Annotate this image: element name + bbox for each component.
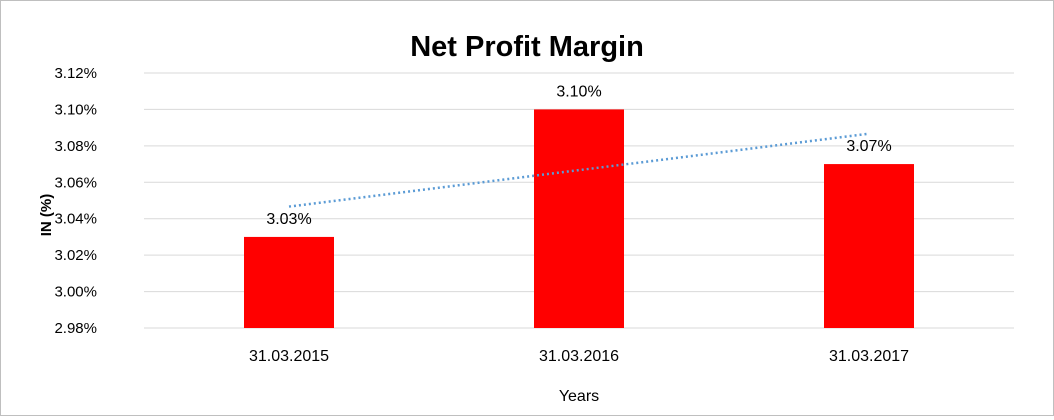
chart-title: Net Profit Margin [410, 31, 644, 63]
bar [244, 236, 334, 328]
y-tick-label: 2.98% [54, 320, 97, 337]
bar [824, 164, 914, 328]
data-label: 3.07% [846, 138, 891, 155]
x-axis-title: Years [559, 388, 599, 405]
y-tick-label: 3.08% [54, 138, 97, 155]
data-label: 3.03% [266, 211, 311, 228]
x-tick-label: 31.03.2017 [829, 348, 909, 365]
bar [534, 109, 624, 328]
data-label: 3.10% [556, 83, 601, 100]
x-tick-label: 31.03.2016 [539, 348, 619, 365]
y-tick-label: 3.10% [54, 101, 97, 118]
x-tick-label: 31.03.2015 [249, 348, 329, 365]
y-tick-label: 3.12% [54, 65, 97, 82]
y-tick-label: 3.04% [54, 211, 97, 228]
y-tick-label: 3.06% [54, 174, 97, 191]
y-axis-title: IN (%) [38, 194, 55, 237]
y-tick-label: 3.00% [54, 284, 97, 301]
y-tick-label: 3.02% [54, 247, 97, 264]
